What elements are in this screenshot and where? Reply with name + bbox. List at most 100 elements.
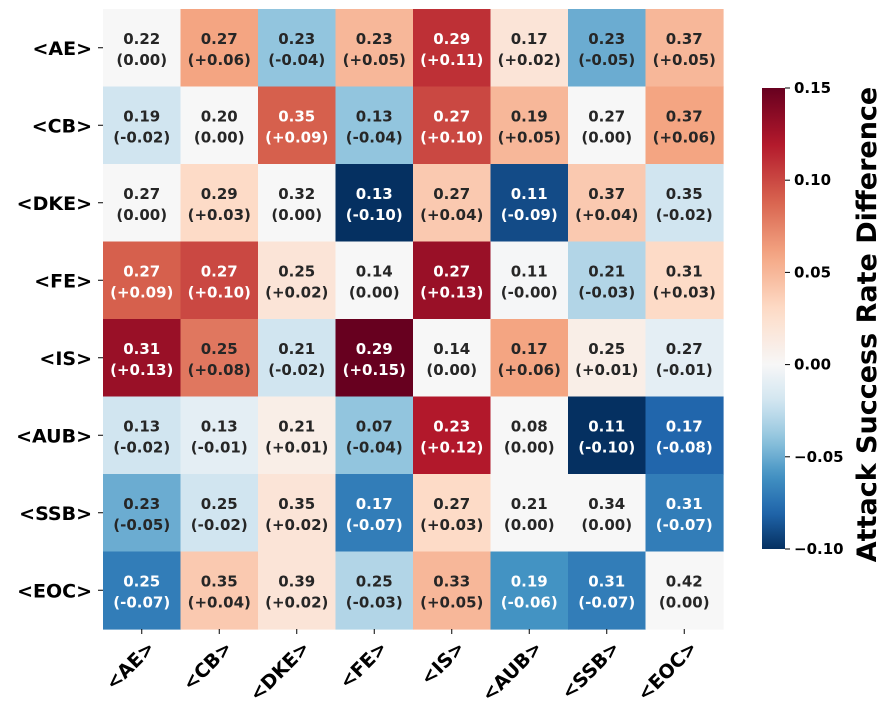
cell-difference-label: (-0.03) — [346, 593, 403, 611]
heatmap-cell — [413, 474, 492, 553]
cell-difference-label: (-0.02) — [656, 206, 713, 224]
y-tick-label: <AUB> — [16, 425, 92, 447]
colorbar-label: Attack Success Rate Difference — [852, 87, 883, 562]
heatmap-cell — [103, 164, 182, 243]
cell-difference-label: (+0.15) — [343, 361, 406, 379]
cell-difference-label: (0.00) — [116, 51, 167, 69]
cell-value-label: 0.31 — [588, 572, 625, 590]
cell-difference-label: (0.00) — [581, 128, 632, 146]
cell-value-label: 0.27 — [666, 340, 703, 358]
cell-value-label: 0.27 — [433, 185, 470, 203]
cell-difference-label: (0.00) — [426, 361, 477, 379]
heatmap-cell — [568, 396, 647, 475]
cell-difference-label: (+0.05) — [343, 51, 406, 69]
heatmap-cell — [258, 9, 337, 88]
colorbar-tick-label: −0.05 — [794, 448, 844, 466]
cell-difference-label: (+0.01) — [265, 438, 328, 456]
heatmap-cell — [335, 396, 414, 475]
cell-value-label: 0.35 — [278, 107, 315, 125]
cell-value-label: 0.25 — [278, 262, 315, 280]
heatmap-cells — [103, 9, 724, 630]
heatmap-cell — [103, 241, 182, 320]
cell-value-label: 0.25 — [201, 495, 238, 513]
cell-difference-label: (0.00) — [659, 593, 710, 611]
cell-difference-label: (-0.01) — [656, 361, 713, 379]
heatmap-cell — [645, 164, 724, 243]
cell-value-label: 0.27 — [588, 107, 625, 125]
cell-value-label: 0.27 — [433, 262, 470, 280]
x-axis: <AE> <CB> <DKE> <FE> <IS> <AUB> <SSB> <EOC> — [102, 629, 702, 706]
cell-value-label: 0.31 — [123, 340, 160, 358]
x-tick-label: <DKE> — [245, 637, 314, 706]
cell-value-label: 0.25 — [123, 572, 160, 590]
x-tick-label: <AUB> — [478, 637, 547, 706]
cell-difference-label: (-0.04) — [346, 128, 403, 146]
cell-difference-label: (0.00) — [504, 438, 555, 456]
heatmap-cell — [258, 241, 337, 320]
cell-value-label: 0.20 — [201, 107, 238, 125]
cell-value-label: 0.37 — [666, 30, 703, 48]
cell-value-label: 0.17 — [511, 340, 548, 358]
cell-difference-label: (-0.02) — [113, 438, 170, 456]
cell-difference-label: (-0.04) — [346, 438, 403, 456]
cell-value-label: 0.27 — [201, 262, 238, 280]
cell-value-label: 0.11 — [588, 417, 625, 435]
cell-difference-label: (-0.02) — [191, 516, 248, 534]
cell-difference-label: (+0.03) — [420, 516, 483, 534]
cell-difference-label: (-0.05) — [113, 516, 170, 534]
cell-difference-label: (+0.11) — [420, 51, 483, 69]
cell-value-label: 0.35 — [666, 185, 703, 203]
cell-value-label: 0.17 — [666, 417, 703, 435]
cell-value-label: 0.27 — [123, 262, 160, 280]
cell-difference-label: (0.00) — [271, 206, 322, 224]
cell-value-label: 0.23 — [356, 30, 393, 48]
cell-difference-label: (-0.02) — [113, 128, 170, 146]
heatmap-cell — [103, 9, 182, 88]
cell-value-label: 0.23 — [278, 30, 315, 48]
heatmap-cell — [258, 474, 337, 553]
heatmap-cell — [645, 9, 724, 88]
x-tick-label: <AE> — [102, 637, 160, 695]
colorbar-tick-label: 0.05 — [794, 263, 831, 281]
cell-difference-label: (+0.04) — [420, 206, 483, 224]
cell-difference-label: (+0.10) — [420, 128, 483, 146]
cell-difference-label: (0.00) — [504, 516, 555, 534]
cell-difference-label: (+0.09) — [265, 128, 328, 146]
heatmap-cell — [413, 396, 492, 475]
heatmap-cell — [103, 551, 182, 630]
cell-difference-label: (0.00) — [581, 516, 632, 534]
cell-value-label: 0.25 — [356, 572, 393, 590]
y-tick-label: <EOC> — [17, 580, 92, 602]
y-tick-label: <SSB> — [19, 503, 92, 525]
cell-value-label: 0.21 — [278, 417, 315, 435]
cell-value-label: 0.31 — [666, 495, 703, 513]
heatmap-cell — [490, 164, 569, 243]
x-tick-label: <FE> — [335, 637, 391, 693]
cell-difference-label: (+0.13) — [420, 283, 483, 301]
cell-difference-label: (0.00) — [194, 128, 245, 146]
cell-value-label: 0.27 — [201, 30, 238, 48]
cell-difference-label: (-0.07) — [346, 516, 403, 534]
heatmap-cell — [103, 319, 182, 398]
cell-difference-label: (+0.06) — [498, 361, 561, 379]
x-tick-label: <EOC> — [633, 637, 702, 706]
heatmap-cell — [645, 86, 724, 165]
y-tick-label: <DKE> — [17, 193, 92, 215]
cell-value-label: 0.07 — [356, 417, 393, 435]
cell-value-label: 0.33 — [433, 572, 470, 590]
cell-value-label: 0.29 — [201, 185, 238, 203]
cell-difference-label: (-0.04) — [268, 51, 325, 69]
colorbar-tick-label: 0.00 — [794, 356, 831, 374]
cell-difference-label: (+0.04) — [575, 206, 638, 224]
cell-difference-label: (-0.07) — [656, 516, 713, 534]
cell-value-label: 0.37 — [666, 107, 703, 125]
cell-value-label: 0.37 — [588, 185, 625, 203]
cell-value-label: 0.21 — [511, 495, 548, 513]
cell-difference-label: (+0.03) — [653, 283, 716, 301]
cell-value-label: 0.29 — [433, 30, 470, 48]
cell-value-label: 0.14 — [433, 340, 470, 358]
cell-difference-label: (+0.04) — [188, 593, 251, 611]
heatmap-cell — [568, 9, 647, 88]
heatmap-cell — [568, 241, 647, 320]
